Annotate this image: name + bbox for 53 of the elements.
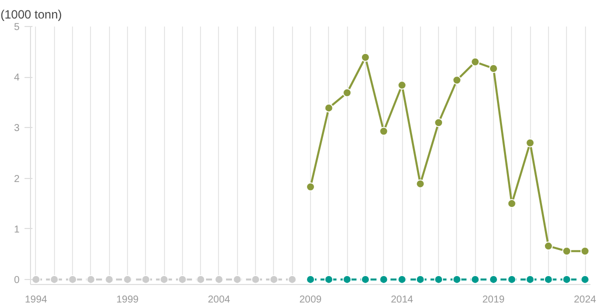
point (288, 274, 297, 284)
point (269, 274, 278, 284)
point (416, 179, 425, 188)
point (416, 274, 425, 284)
point (544, 242, 553, 251)
point (50, 274, 59, 284)
x-tick-label: 2024 (574, 294, 597, 305)
point (526, 138, 535, 148)
y-axis-title: (1000 tonn) (0, 8, 62, 22)
point (470, 274, 480, 284)
y-tick-label: 0 (14, 274, 20, 286)
point (86, 274, 96, 284)
point (470, 57, 480, 66)
point (232, 274, 242, 284)
x-tick-label: 2004 (208, 294, 231, 305)
point (324, 103, 334, 112)
y-tick-label: 1 (14, 224, 20, 236)
x-tick-label: 1999 (116, 294, 140, 305)
x-tick-label: 1994 (24, 294, 48, 305)
point (434, 274, 444, 284)
y-tick-label: 3 (14, 123, 20, 134)
point (360, 52, 370, 62)
point (196, 274, 206, 284)
y-tick-label: 5 (14, 22, 20, 33)
point (434, 118, 444, 128)
point (526, 274, 535, 284)
x-tick-label: 2019 (482, 294, 506, 305)
point (379, 126, 388, 136)
point (306, 182, 315, 192)
x-tick-label: 2009 (299, 294, 322, 305)
point (507, 274, 516, 284)
point (452, 274, 462, 284)
point (342, 274, 352, 284)
point (160, 274, 169, 284)
point (342, 88, 352, 98)
point (68, 274, 78, 284)
point (452, 76, 462, 85)
point (306, 274, 315, 284)
point (360, 274, 370, 284)
point (379, 274, 388, 284)
y-tick-label: 4 (14, 72, 20, 84)
y-tick-label: 2 (14, 174, 20, 185)
point (251, 274, 260, 284)
point (324, 274, 334, 284)
point (104, 274, 114, 284)
point (507, 199, 516, 208)
point (544, 274, 553, 284)
point (141, 274, 150, 284)
point (562, 274, 572, 284)
x-tick-label: 2014 (390, 294, 414, 305)
point (562, 246, 572, 256)
point (398, 274, 407, 284)
point (178, 274, 187, 284)
